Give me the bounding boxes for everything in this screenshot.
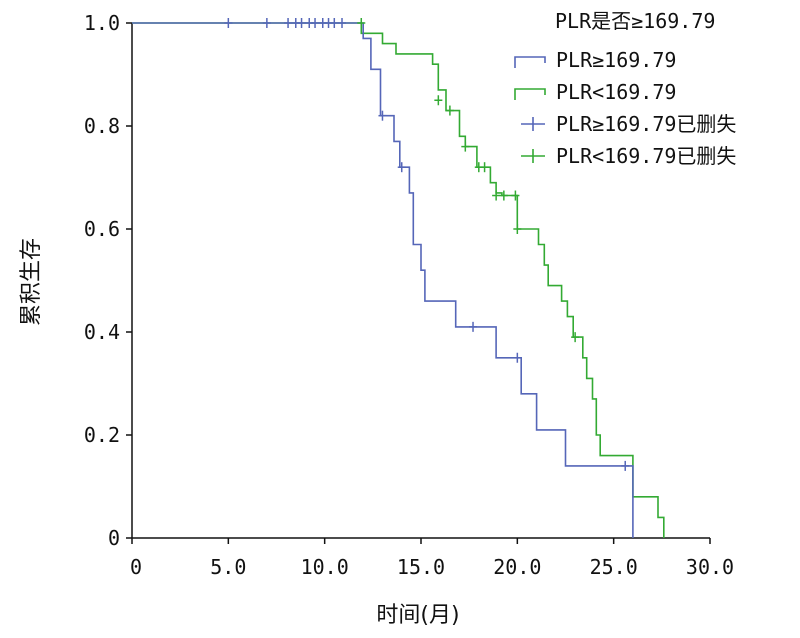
- censor-mark-1: [492, 190, 501, 201]
- censor-mark-0: [311, 18, 320, 28]
- y-axis-title: 累积生存: [19, 238, 44, 326]
- legend-label: PLR≥169.79已删失: [556, 112, 736, 136]
- censor-mark-0: [513, 352, 522, 363]
- series-layer: [132, 18, 665, 538]
- censor-mark-1: [513, 224, 522, 234]
- legend-line-swatch: [514, 56, 546, 68]
- legend-entry-1: PLR<169.79: [514, 80, 676, 104]
- series-line-0: [132, 22, 634, 538]
- y-tick-label: 0.4: [84, 320, 120, 344]
- censor-mark-1: [571, 332, 580, 343]
- censor-mark-0: [330, 18, 339, 28]
- x-tick-label: 30.0: [686, 555, 734, 579]
- censor-mark-0: [224, 18, 233, 28]
- censor-mark-1: [480, 162, 489, 173]
- censor-mark-0: [469, 321, 478, 332]
- x-tick-label: 5.0: [210, 555, 246, 579]
- y-tick-label: 0.6: [84, 217, 120, 241]
- legend-label: PLR<169.79已删失: [556, 144, 736, 168]
- censor-mark-0: [262, 18, 271, 28]
- censor-mark-1: [499, 190, 508, 201]
- x-tick-label: 20.0: [493, 555, 541, 579]
- x-tick-label: 25.0: [590, 555, 638, 579]
- censor-mark-1: [511, 190, 520, 201]
- series-line-1: [132, 22, 665, 538]
- censor-mark-0: [338, 18, 347, 28]
- y-tick-label: 0: [108, 526, 120, 550]
- legend-entry-3: PLR<169.79已删失: [521, 144, 736, 168]
- legend-entry-2: PLR≥169.79已删失: [521, 112, 736, 136]
- censor-mark-1: [461, 141, 470, 152]
- legend-line-swatch: [514, 88, 546, 100]
- y-tick-label: 1.0: [84, 11, 120, 35]
- x-tick-label: 0: [130, 555, 142, 579]
- censor-mark-0: [621, 460, 630, 471]
- legend-label: PLR≥169.79: [556, 48, 676, 72]
- x-ticks: 0 5.0 10.0 15.0 20.0 25.0 30.0: [130, 538, 734, 579]
- censor-mark-0: [378, 110, 387, 121]
- censor-mark-1: [434, 95, 443, 106]
- censor-mark-1: [445, 105, 454, 116]
- censor-mark-1: [357, 18, 366, 28]
- censor-mark-0: [397, 162, 406, 173]
- legend: PLR是否≥169.79 PLR≥169.79 PLR<169.79 PLR≥169…: [514, 9, 736, 168]
- x-tick-label: 10.0: [301, 555, 349, 579]
- legend-title: PLR是否≥169.79: [555, 9, 715, 33]
- censor-mark-0: [284, 18, 293, 28]
- axes: 0 5.0 10.0 15.0 20.0 25.0 30.0 0 0.2 0.4 0.6 0.8 1.…: [84, 11, 734, 579]
- censor-mark-0: [297, 18, 306, 28]
- x-axis-title: 时间(月): [376, 603, 459, 628]
- legend-entry-0: PLR≥169.79: [514, 48, 676, 72]
- x-tick-label: 15.0: [397, 555, 445, 579]
- legend-label: PLR<169.79: [556, 80, 676, 104]
- y-ticks: 0 0.2 0.4 0.6 0.8 1.0: [84, 11, 132, 550]
- y-tick-label: 0.2: [84, 423, 120, 447]
- y-tick-label: 0.8: [84, 114, 120, 138]
